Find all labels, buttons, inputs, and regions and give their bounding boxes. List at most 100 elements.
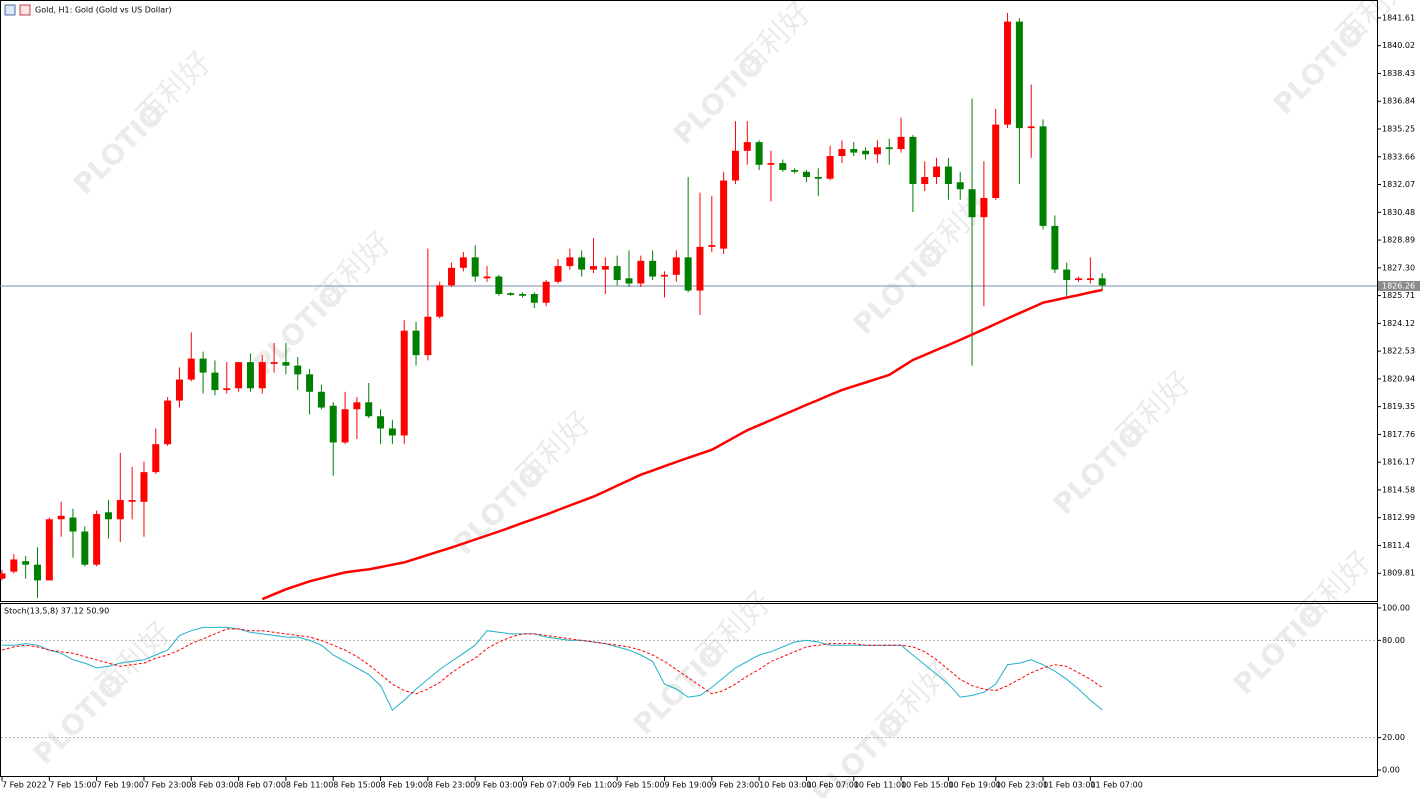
candle-body [625, 278, 633, 284]
y-tick-label: 1812.99 [1382, 513, 1415, 522]
candle-body [909, 136, 917, 185]
candle-body [22, 561, 30, 565]
candle-body [412, 330, 420, 356]
candle-body [873, 147, 881, 155]
candle-body [329, 405, 337, 443]
candle-body [743, 142, 751, 151]
candle-body [1004, 21, 1012, 125]
y-tick-label: 1822.53 [1382, 347, 1415, 356]
candle-body [93, 514, 101, 565]
y-tick-label: 1819.35 [1382, 402, 1415, 411]
x-tick-label: 10 Feb 11:00 [854, 781, 906, 790]
candle-body [1051, 225, 1059, 270]
candle-body [10, 559, 18, 572]
x-tick-label: 9 Feb 23:00 [712, 781, 759, 790]
candle-body [495, 276, 503, 295]
candle-body [802, 171, 810, 178]
candle-body [507, 293, 515, 295]
candle-body [341, 409, 349, 443]
candle-body [1098, 278, 1106, 286]
candle-body [921, 177, 929, 185]
candle-body [885, 147, 893, 150]
candle-body [1075, 278, 1083, 281]
candle-body [862, 150, 870, 155]
y-tick-label: 1836.84 [1382, 97, 1415, 106]
candle-body [649, 260, 657, 277]
candle-body [826, 156, 834, 179]
stoch-line [2, 626, 1103, 711]
candle-body [530, 294, 538, 303]
y-tick-label: 1840.02 [1382, 41, 1415, 50]
y-tick-label: 0.00 [1382, 766, 1400, 775]
x-tick-label: 10 Feb 19:00 [948, 781, 1000, 790]
candle-body [104, 512, 112, 520]
x-tick-label: 10 Feb 07:00 [806, 781, 858, 790]
y-tick-label: 1833.66 [1382, 152, 1415, 161]
candle-body [140, 472, 148, 502]
candle-body [57, 515, 65, 520]
x-tick-label: 11 Feb 07:00 [1090, 781, 1142, 790]
candle-body [601, 266, 609, 270]
icon [19, 4, 31, 16]
candle-body [1039, 126, 1047, 226]
candle-body [258, 362, 266, 389]
candle-body [838, 149, 846, 157]
candle-body [590, 266, 597, 270]
candle-body [767, 163, 775, 165]
candle-body [554, 266, 562, 282]
candle-body [483, 276, 491, 279]
y-tick-label: 1832.07 [1382, 180, 1415, 189]
candle-body [968, 189, 976, 218]
icon [4, 4, 16, 16]
candle-body [755, 142, 763, 165]
x-tick-label: 10 Feb 15:00 [901, 781, 953, 790]
current-price-label: 1826.26 [1382, 281, 1415, 290]
candle-body [542, 281, 550, 303]
y-tick-label: 1825.71 [1382, 291, 1415, 300]
candle-body [684, 257, 692, 291]
candle-body [980, 197, 988, 218]
candle-body [1015, 21, 1023, 129]
y-tick-label: 80.00 [1382, 636, 1405, 645]
candle-body [708, 245, 716, 247]
x-tick-label: 10 Feb 23:00 [996, 781, 1048, 790]
candle-body [613, 266, 621, 281]
candle-body [779, 163, 787, 171]
chart-title: Gold, H1: Gold (Gold vs US Dollar) [35, 6, 172, 15]
candle-body [365, 402, 373, 417]
candle-body [566, 257, 574, 267]
candle-body [791, 170, 799, 172]
candle-body [69, 517, 77, 532]
candle-body [814, 177, 822, 179]
x-tick-label: 10 Feb 03:00 [759, 781, 811, 790]
x-tick-label: 8 Feb 03:00 [191, 781, 238, 790]
candle-body [672, 257, 680, 275]
indicator-title: Stoch(13,5,8) 37.12 50.90 [4, 607, 109, 616]
candle-body [187, 358, 195, 380]
stoch-line [1, 628, 1103, 695]
candle-body [306, 374, 314, 392]
y-tick-label: 100.00 [1382, 603, 1410, 612]
x-tick-label: 9 Feb 11:00 [570, 781, 617, 790]
main-frame [0, 0, 1378, 602]
candle-body [175, 379, 183, 401]
candle-body [720, 180, 728, 249]
x-tick-label: 8 Feb 11:00 [286, 781, 333, 790]
y-tick-label: 1827.30 [1382, 263, 1415, 272]
candle-body [388, 428, 396, 436]
candle-body [1086, 278, 1094, 281]
x-tick-label: 8 Feb 19:00 [381, 781, 428, 790]
stoch-frame [0, 603, 1378, 777]
x-tick-label: 11 Feb 03:00 [1043, 781, 1095, 790]
candle-body [992, 124, 1000, 198]
candle-body [116, 500, 124, 520]
x-tick-label: 9 Feb 19:00 [664, 781, 711, 790]
y-tick-label: 1820.94 [1382, 374, 1415, 383]
candle-body [81, 531, 89, 565]
candle-body [660, 274, 668, 277]
candle-body [128, 500, 136, 502]
y-tick-label: 1824.12 [1382, 319, 1415, 328]
